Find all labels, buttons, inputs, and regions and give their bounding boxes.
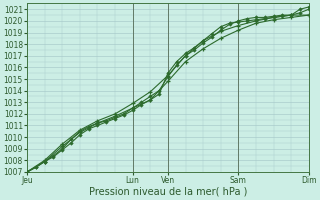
X-axis label: Pression niveau de la mer( hPa ): Pression niveau de la mer( hPa ) [89, 187, 247, 197]
